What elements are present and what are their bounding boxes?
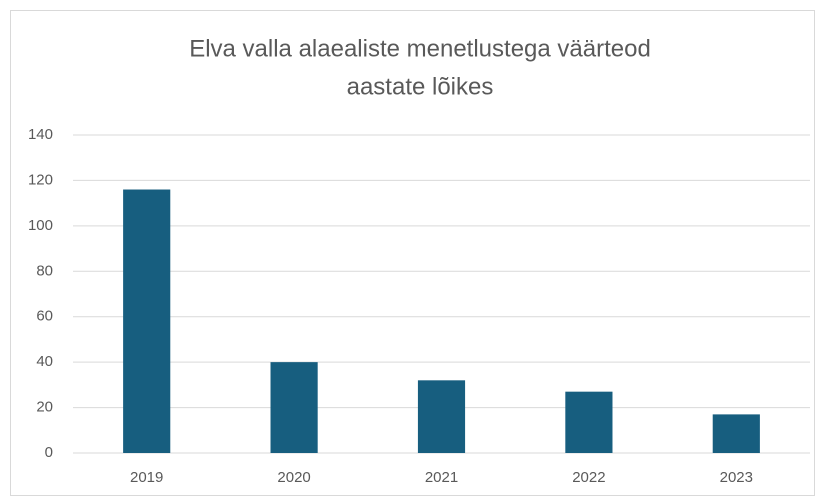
bar <box>565 391 613 453</box>
bar <box>417 380 466 453</box>
y-tick-label: 0 <box>45 444 53 461</box>
x-tick-label: 2020 <box>277 469 310 486</box>
x-tick-label: 2019 <box>130 469 163 486</box>
y-tick-label: 100 <box>28 217 53 234</box>
x-tick-label: 2022 <box>572 469 605 486</box>
y-tick-label: 80 <box>36 262 53 279</box>
chart-title: Elva valla alaealiste menetlustega väärt… <box>189 35 651 62</box>
bar <box>270 362 318 453</box>
bar <box>712 414 760 453</box>
y-tick-label: 60 <box>36 308 53 325</box>
y-tick-label: 140 <box>28 126 53 143</box>
y-tick-label: 40 <box>36 353 53 370</box>
bar <box>123 189 171 453</box>
x-tick-label: 2023 <box>720 469 753 486</box>
y-tick-label: 20 <box>36 399 53 416</box>
x-tick-label: 2021 <box>425 469 458 486</box>
y-tick-label: 120 <box>28 171 53 188</box>
chart-title: aastate lõikes <box>347 73 494 100</box>
